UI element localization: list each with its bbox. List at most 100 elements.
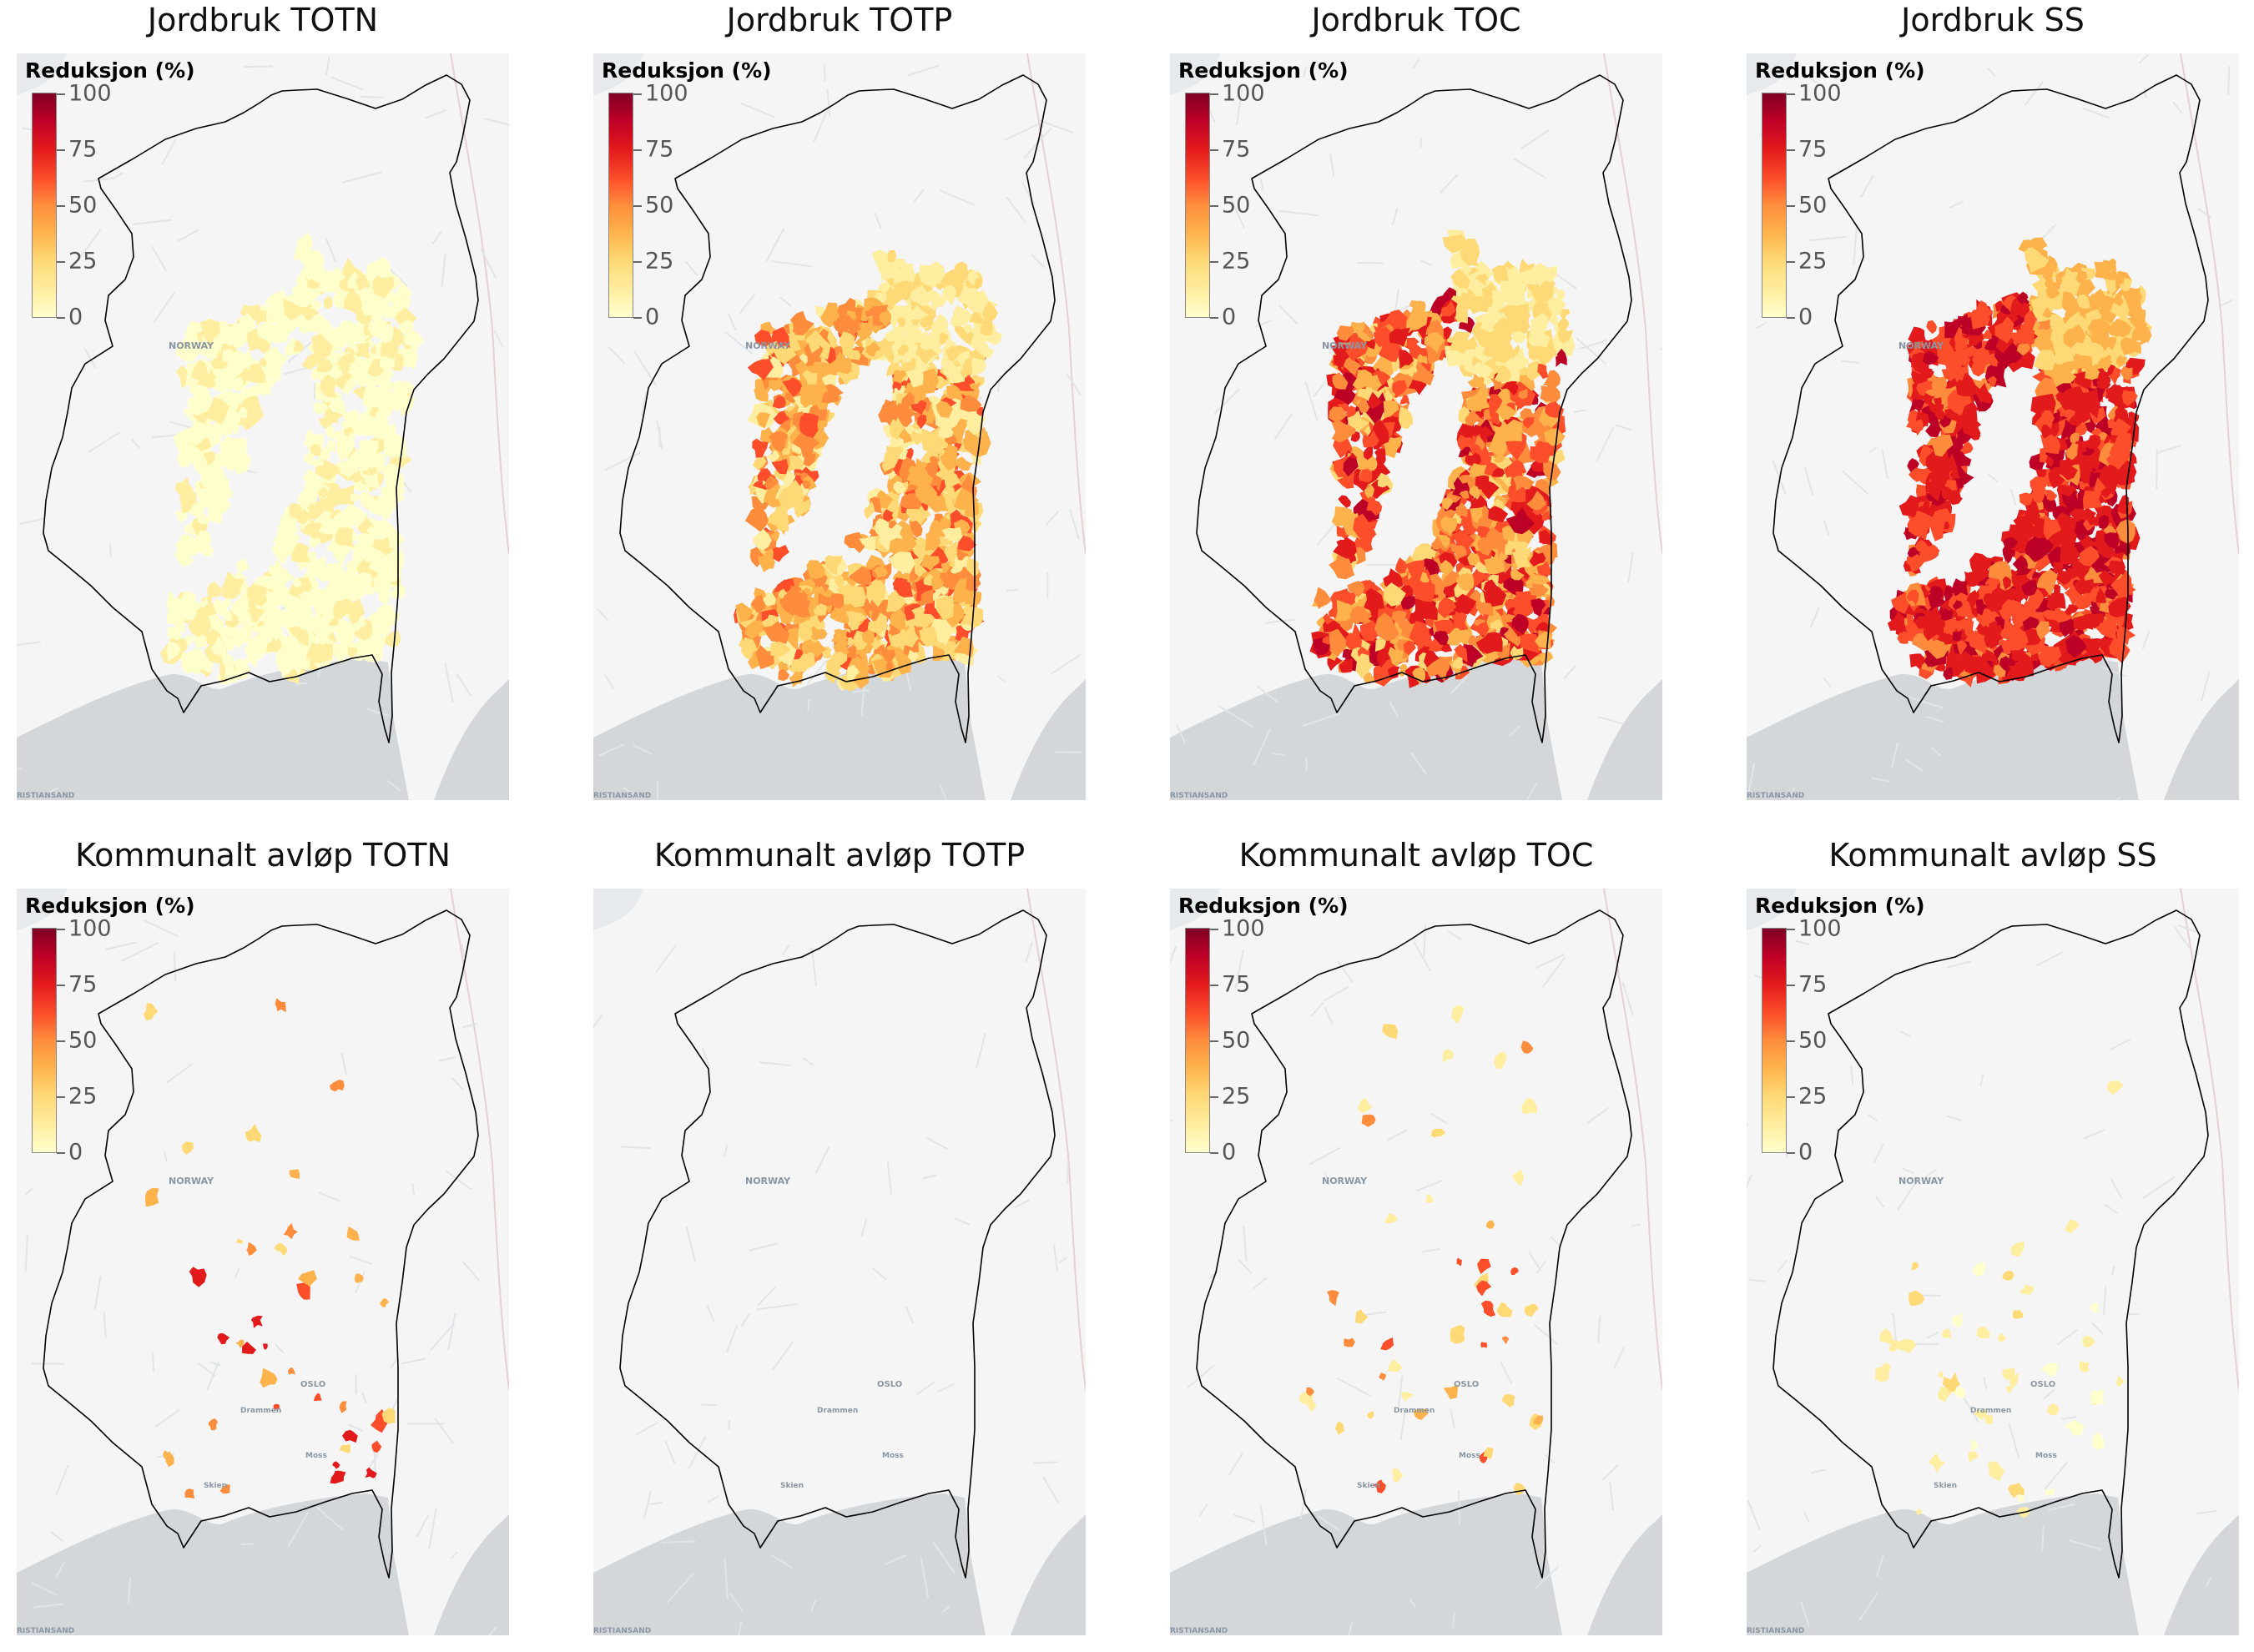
basemap-water-line	[1329, 153, 1335, 177]
catchment-patch	[1954, 350, 1971, 369]
colorbar-tick-label: 0	[645, 304, 660, 330]
catchment-patch	[185, 546, 196, 557]
catchment-patch	[260, 1367, 278, 1388]
basemap-water-line	[1006, 196, 1026, 224]
basemap-water-line	[1579, 339, 1608, 350]
catchment-patch	[318, 515, 339, 535]
catchment-patch	[305, 314, 327, 332]
basemap-water-line	[806, 659, 828, 685]
basemap-water-line	[1278, 304, 1298, 325]
choropleth-layer	[1298, 1005, 1543, 1496]
catchment-patch	[1879, 1327, 1894, 1346]
catchment-patch	[976, 336, 989, 353]
city-label: OSLO	[300, 1380, 325, 1389]
catchment-patch	[2061, 291, 2080, 315]
catchment-patch	[191, 360, 209, 380]
catchment-patch	[1897, 632, 1909, 644]
catchment-patch	[905, 324, 914, 335]
basemap-water-line	[1586, 1106, 1610, 1125]
catchment-patch	[2122, 390, 2138, 406]
basemap-water-line	[93, 1275, 102, 1310]
basemap-water-line	[765, 228, 785, 262]
catchment-patch	[813, 603, 827, 616]
catchment-patch	[806, 560, 826, 579]
basemap-water-line	[386, 779, 401, 792]
catchment-patch	[1337, 402, 1350, 413]
catchment-patch	[885, 330, 898, 342]
catchment-patch	[1411, 362, 1435, 386]
catchment-patch	[256, 319, 278, 345]
map-panel: Kommunalt avløp SS NORWAY RISTIANSAND OSLO D…	[1747, 837, 2239, 1635]
catchment-patch	[1487, 439, 1508, 457]
catchment-patch	[296, 509, 313, 525]
basemap-water-line	[1901, 1167, 1914, 1175]
catchment-patch	[1535, 622, 1550, 633]
catchment-patch	[898, 455, 919, 484]
basemap-water-line	[1309, 1001, 1324, 1018]
basemap-water-line	[2041, 1524, 2045, 1551]
basemap-water-line	[1776, 1259, 1788, 1273]
catchment-patch	[278, 663, 292, 677]
catchment-patch	[303, 469, 324, 493]
basemap-water-line	[1229, 198, 1246, 229]
basemap-water-line	[1924, 1168, 1938, 1179]
catchment-patch	[1327, 656, 1344, 672]
catchment-patch	[892, 304, 913, 323]
basemap-water-line	[1874, 1196, 1885, 1208]
catchment-patch	[313, 1393, 322, 1402]
catchment-patch	[2009, 1372, 2020, 1390]
colorbar: Reduksjon (%) 100 75 50 25 0	[25, 894, 195, 1166]
basemap-water-line	[1430, 1113, 1448, 1125]
catchment-patch	[332, 1461, 340, 1469]
catchment-patch	[1306, 1387, 1315, 1397]
basemap-water-line	[354, 1271, 366, 1293]
catchment-patch	[1454, 581, 1471, 600]
catchment-patch	[2056, 481, 2078, 509]
catchment-patch	[1940, 607, 1953, 621]
catchment-patch	[315, 446, 331, 463]
catchment-patch	[919, 335, 936, 350]
catchment-patch	[985, 310, 996, 323]
catchment-patch	[882, 509, 894, 523]
basemap-water-line	[604, 451, 642, 471]
catchment-patch	[1475, 622, 1490, 636]
catchment-patch	[1510, 1267, 1519, 1276]
catchment-patch	[315, 357, 334, 373]
catchment-patch	[1970, 309, 1991, 330]
catchment-patch	[2082, 1336, 2095, 1347]
basemap-water-line	[666, 1572, 694, 1604]
catchment-patch	[910, 400, 927, 416]
basemap-water-line	[1823, 677, 1832, 688]
basemap-water-line	[316, 1506, 344, 1531]
catchment-patch	[903, 622, 920, 647]
catchment-patch	[1906, 589, 1919, 606]
colorbar-tick	[57, 317, 65, 319]
basemap-water-line	[771, 1341, 794, 1371]
basemap-water-line	[1823, 520, 1830, 536]
catchment-patch	[824, 660, 842, 684]
catchment-patch	[2057, 362, 2075, 378]
basemap-water-line	[1243, 1226, 1248, 1262]
catchment-patch	[1475, 601, 1494, 617]
catchment-patch	[2036, 353, 2055, 370]
catchment-patch	[2020, 1284, 2034, 1296]
catchment-patch	[1896, 1338, 1917, 1354]
basemap-water-line	[1031, 254, 1046, 269]
catchment-patch	[966, 557, 980, 577]
basemap-sea	[1747, 1493, 2139, 1635]
basemap-water-line	[1873, 1143, 1884, 1164]
basemap-lake	[17, 53, 67, 95]
basemap-water-line	[1860, 174, 1874, 198]
basemap-water-line	[1420, 259, 1432, 267]
catchment-patch	[1504, 460, 1523, 479]
basemap-water-line	[1659, 347, 1662, 350]
catchment-patch	[1347, 410, 1370, 433]
basemap-water-line	[234, 1268, 240, 1278]
map-panel: Jordbruk TOTN NORWAY RISTIANSAND Reduksjon …	[17, 2, 509, 800]
catchment-patch	[1388, 647, 1404, 667]
basemap-water-line	[359, 96, 384, 98]
colorbar-tick	[57, 149, 65, 151]
catchment-patch	[935, 632, 949, 643]
colorbar-tick-label: 100	[68, 80, 112, 107]
basemap-water-line	[178, 229, 199, 242]
